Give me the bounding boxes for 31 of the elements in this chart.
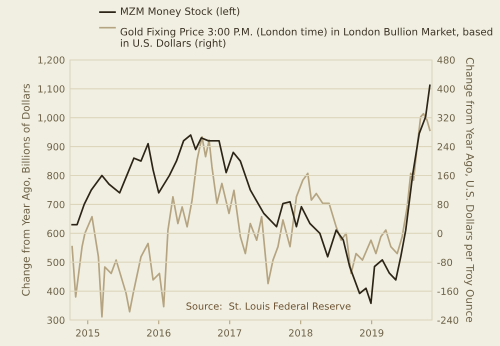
y2-tick-label: 80 — [438, 200, 449, 208]
legend-label: MZM Money Stock (left) — [120, 7, 240, 18]
y2-tick-label: 400 — [437, 85, 455, 93]
x-tick-label: 2015 — [76, 329, 100, 337]
y2-tick-label: 320 — [438, 114, 455, 122]
y-tick-label: 800 — [47, 172, 64, 180]
y2-tick-label: 160 — [438, 172, 455, 180]
y-tick-label: 300 — [47, 316, 64, 324]
annotation: Source: St. Louis Federal Reserve — [186, 302, 351, 310]
y-tick-label: 1,100 — [38, 85, 64, 94]
y-tick-label: 1,000 — [38, 114, 64, 122]
y-tick-label: 400 — [47, 288, 64, 295]
y2-tick-label: 240 — [438, 143, 455, 150]
x-tick-label: 2017 — [218, 329, 242, 337]
y2-tick-label: -240 — [437, 316, 458, 324]
legend-label: Gold Fixing Price 3:00 P.M. (London time) in London Bullion Market, based in U.S. Dollars (right) — [120, 28, 492, 49]
x-tick-label: 2019 — [360, 329, 384, 337]
y-axis-title: Change from Year Ago, Billions of Dollars — [22, 84, 32, 296]
y2-tick-label: 480 — [437, 56, 455, 64]
y-tick-label: 700 — [47, 200, 64, 208]
y-tick-label: 1,200 — [38, 56, 64, 65]
y-tick-label: 600 — [47, 230, 64, 238]
line-series — [71, 112, 431, 318]
x-tick-label: 2018 — [289, 329, 312, 337]
y2-axis-title: Change from Year Ago, U.S. Dollars per Troy Ounce — [464, 58, 474, 322]
y-tick-label: 900 — [47, 143, 64, 150]
y2-tick-label: -160 — [437, 288, 458, 295]
x-tick-label: 2016 — [147, 329, 170, 337]
y2-tick-label: -80 — [437, 258, 452, 266]
y-tick-label: 500 — [47, 258, 64, 266]
y2-tick-label: 0 — [438, 230, 442, 238]
